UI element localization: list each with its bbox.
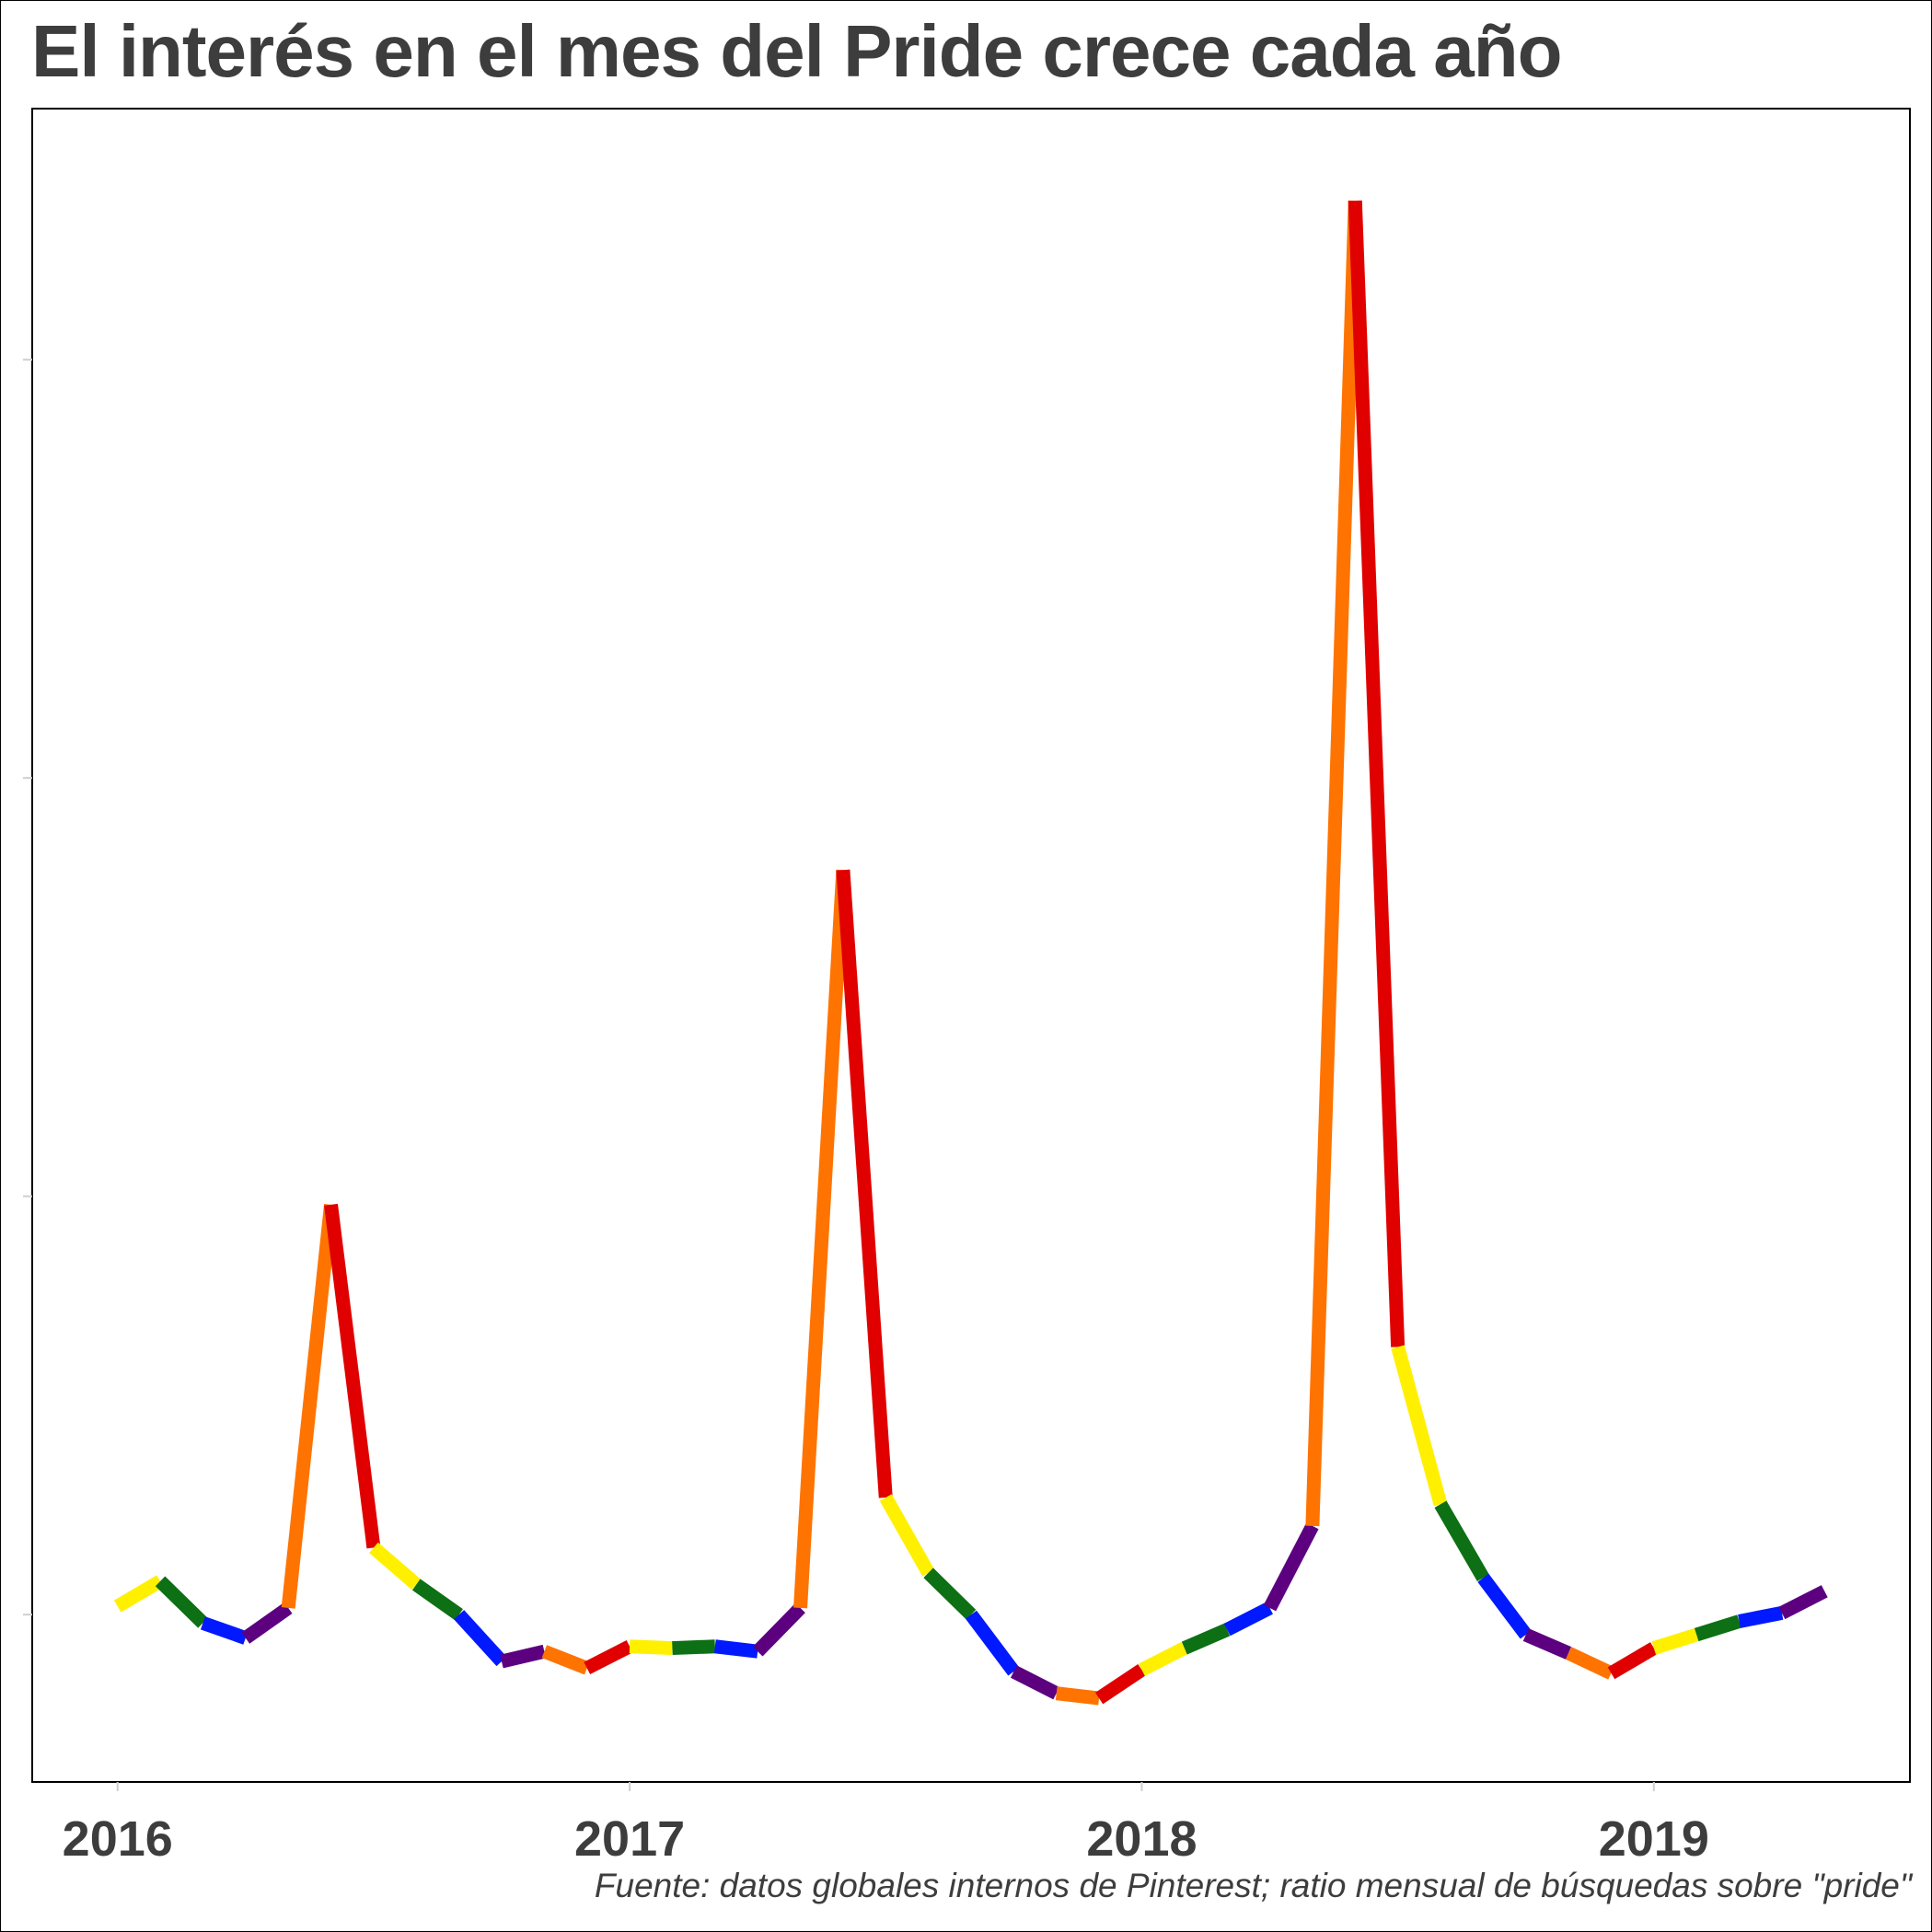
line-segment (1434, 1500, 1489, 1581)
line-segment (1055, 1686, 1100, 1706)
line-segment (672, 1639, 716, 1656)
line-segment (713, 1639, 759, 1659)
line-segment (1263, 1522, 1319, 1612)
y-axis-ticks (23, 358, 32, 1616)
line-segment (241, 1602, 293, 1644)
source-note: Fuente: datos globales internos de Pinte… (594, 1867, 1912, 1904)
line-segment (1391, 1345, 1448, 1507)
line-segment (1010, 1665, 1060, 1700)
x-axis-ticks (116, 1782, 1655, 1791)
x-tick-label: 2019 (1599, 1811, 1709, 1867)
line-segment (541, 1645, 590, 1675)
line-segment (1181, 1623, 1231, 1655)
line-segment (411, 1579, 463, 1621)
chart-title: El interés en el mes del Pride crece cad… (31, 10, 1562, 92)
series-line (113, 200, 1828, 1706)
line-segment (324, 1203, 381, 1549)
line-segment (200, 1616, 249, 1645)
line-segment (1477, 1573, 1532, 1639)
line-segment (1305, 200, 1362, 1527)
line-segment (1094, 1663, 1146, 1705)
line-segment (1139, 1641, 1188, 1676)
line-segment (1778, 1585, 1828, 1620)
x-tick-label: 2016 (63, 1811, 173, 1867)
line-segment (629, 1639, 673, 1656)
x-tick-label: 2017 (574, 1811, 685, 1867)
line-segment (793, 869, 850, 1609)
line-segment (1607, 1642, 1658, 1680)
line-segment (1694, 1614, 1741, 1642)
line-segment (879, 1494, 935, 1577)
line-segment (836, 869, 893, 1498)
line-segment (281, 1204, 339, 1609)
line-segment (113, 1575, 164, 1613)
line-segment (1348, 200, 1406, 1348)
x-axis-labels: 2016 2017 2018 2019 (63, 1811, 1709, 1867)
line-segment (923, 1568, 977, 1620)
plot-panel (31, 108, 1911, 1783)
x-tick-label: 2018 (1086, 1811, 1197, 1867)
line-segment (155, 1576, 208, 1628)
line-segment (1565, 1647, 1614, 1680)
line-segment (1223, 1602, 1273, 1637)
line-segment (454, 1610, 507, 1667)
line-segment (584, 1640, 633, 1675)
line-segment (369, 1542, 422, 1591)
line-segment (1738, 1606, 1784, 1628)
line-segment (1651, 1627, 1699, 1655)
line-segment (500, 1644, 547, 1669)
line-segment (1522, 1628, 1572, 1660)
line-segment (966, 1610, 1020, 1676)
line-segment (752, 1602, 805, 1657)
